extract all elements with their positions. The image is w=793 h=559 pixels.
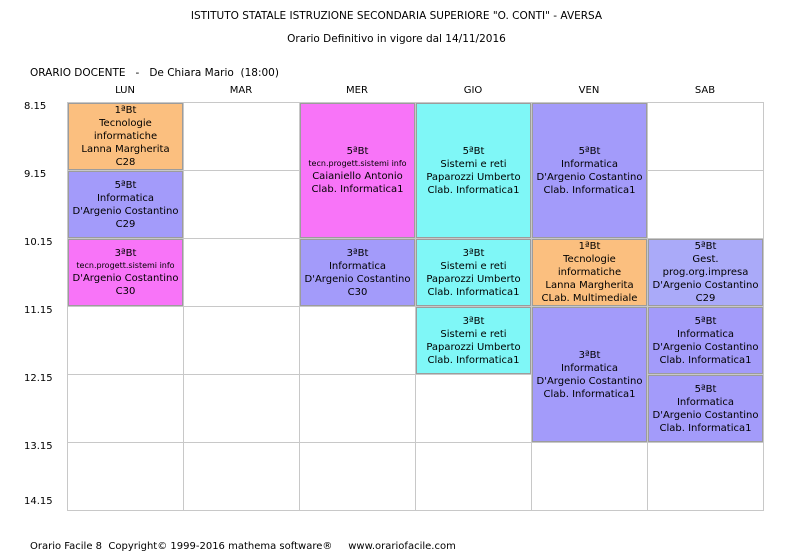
lesson-subject: Gest. prog.org.impresa <box>662 254 749 278</box>
lesson-subject: Sistemi e reti <box>440 158 507 170</box>
lesson-cell[interactable]: 5ªBt Informatica D'Argenio Costantino Clab.… <box>532 103 647 238</box>
lesson-teacher: Paparozzi Umberto <box>426 273 521 285</box>
lesson-cell[interactable]: 3ªBt tecn.progett.sistemi info D'Argenio C… <box>68 239 183 306</box>
grid-column-line <box>763 102 764 511</box>
lesson-room: C29 <box>115 218 136 230</box>
lesson-room: C29 <box>695 293 716 304</box>
time-label: 11.15 <box>24 305 53 316</box>
lesson-subject: Tecnologie informatiche <box>557 254 622 278</box>
teacher-heading: ORARIO DOCENTE - De Chiara Mario (18:00) <box>30 67 279 79</box>
lesson-class: 3ªBt <box>114 248 137 259</box>
lesson-subject: Sistemi e reti <box>440 328 507 340</box>
time-label: 14.15 <box>24 496 53 507</box>
lesson-teacher: Lanna Margherita <box>81 144 170 155</box>
lesson-room: Clab. Informatica1 <box>543 388 636 400</box>
lesson-subject: Sistemi e reti <box>440 260 507 272</box>
lesson-cell[interactable]: 1ªBt Tecnologie informatiche Lanna Margher… <box>68 103 183 170</box>
time-label: 10.15 <box>24 237 53 248</box>
lesson-class: 1ªBt <box>578 241 601 252</box>
lesson-subject: tecn.progett.sistemi info <box>76 261 175 270</box>
lesson-subject: Informatica <box>560 362 619 374</box>
lesson-class: 5ªBt <box>694 315 717 327</box>
lesson-teacher: Paparozzi Umberto <box>426 341 521 353</box>
lesson-subject: Informatica <box>560 158 619 170</box>
lesson-room: C30 <box>347 286 368 298</box>
lesson-class: 1ªBt <box>114 105 137 116</box>
time-label: 12.15 <box>24 373 53 384</box>
lesson-class: 5ªBt <box>578 145 601 157</box>
time-label: 9.15 <box>24 169 47 180</box>
time-label: 8.15 <box>24 101 47 112</box>
lesson-subject: Informatica <box>96 192 155 204</box>
lesson-class: 3ªBt <box>462 247 485 259</box>
schedule-validity: Orario Definitivo in vigore dal 14/11/20… <box>287 33 506 45</box>
lesson-teacher: Lanna Margherita <box>545 280 634 291</box>
lesson-cell[interactable]: 3ªBt Informatica D'Argenio Costantino Clab.… <box>532 307 647 442</box>
grid-column-line <box>183 102 184 511</box>
lesson-room: Clab. Informatica1 <box>427 354 520 366</box>
lesson-cell[interactable]: 3ªBt Sistemi e reti Paparozzi Umberto Clab.… <box>416 307 531 374</box>
lesson-subject: Informatica <box>676 328 735 340</box>
time-label: 13.15 <box>24 441 53 452</box>
grid-column-line <box>647 102 648 511</box>
lesson-cell[interactable]: 5ªBt Informatica D'Argenio Costantino Clab.… <box>648 307 763 374</box>
day-header-gio: GIO <box>463 85 483 96</box>
lesson-room: Clab. Informatica1 <box>659 422 752 434</box>
lesson-class: 5ªBt <box>694 241 717 252</box>
lesson-cell[interactable]: 5ªBt Informatica D'Argenio Costantino Clab.… <box>648 375 763 442</box>
lesson-teacher: Caianiello Antonio <box>312 171 403 182</box>
lesson-subject: Informatica <box>676 396 735 408</box>
lesson-class: 3ªBt <box>462 315 485 327</box>
lesson-room: Clab. Informatica1 <box>543 184 636 196</box>
lesson-room: C30 <box>115 286 136 297</box>
lesson-cell[interactable]: 5ªBt Gest. prog.org.impresa D'Argenio Cost… <box>648 239 763 306</box>
lesson-cell[interactable]: 3ªBt Sistemi e reti Paparozzi Umberto Clab.… <box>416 239 531 306</box>
lesson-cell[interactable]: 5ªBt Informatica D'Argenio Costantino C29 <box>68 171 183 238</box>
lesson-room: Clab. Informatica1 <box>659 354 752 366</box>
lesson-teacher: D'Argenio Costantino <box>72 273 179 284</box>
lesson-class: 3ªBt <box>346 247 369 259</box>
lesson-class: 5ªBt <box>462 145 485 157</box>
lesson-room: C28 <box>115 157 136 168</box>
lesson-class: 5ªBt <box>114 179 137 191</box>
grid-column-line <box>415 102 416 511</box>
lesson-subject: tecn.progett.sistemi info <box>308 159 407 168</box>
lesson-cell[interactable]: 5ªBt Sistemi e reti Paparozzi Umberto Clab.… <box>416 103 531 238</box>
school-title: ISTITUTO STATALE ISTRUZIONE SECONDARIA S… <box>190 10 603 22</box>
lesson-room: CLab. Multimediale <box>541 293 638 304</box>
lesson-class: 5ªBt <box>694 383 717 395</box>
day-header-ven: VEN <box>578 85 600 96</box>
lesson-subject: Tecnologie informatiche <box>93 118 158 142</box>
lesson-teacher: Paparozzi Umberto <box>426 171 521 183</box>
footer-copyright: Orario Facile 8 Copyright© 1999-2016 mat… <box>30 541 456 552</box>
lesson-room: Clab. Informatica1 <box>427 184 520 196</box>
lesson-teacher: D'Argenio Costantino <box>536 171 643 183</box>
lesson-teacher: D'Argenio Costantino <box>536 375 643 387</box>
lesson-teacher: D'Argenio Costantino <box>72 205 179 217</box>
lesson-teacher: D'Argenio Costantino <box>652 280 759 291</box>
lesson-teacher: D'Argenio Costantino <box>652 341 759 353</box>
lesson-teacher: D'Argenio Costantino <box>304 273 411 285</box>
day-header-sab: SAB <box>694 85 716 96</box>
lesson-room: Clab. Informatica1 <box>427 286 520 298</box>
day-header-mer: MER <box>346 85 368 96</box>
lesson-class: 3ªBt <box>578 349 601 361</box>
lesson-room: Clab. Informatica1 <box>311 184 404 195</box>
lesson-subject: Informatica <box>328 260 387 272</box>
grid-column-line <box>299 102 300 511</box>
lesson-cell[interactable]: 5ªBt tecn.progett.sistemi info Caianiello … <box>300 103 415 238</box>
lesson-teacher: D'Argenio Costantino <box>652 409 759 421</box>
lesson-class: 5ªBt <box>346 146 369 157</box>
grid-column-line <box>531 102 532 511</box>
grid-column-line <box>67 102 68 511</box>
lesson-cell[interactable]: 3ªBt Informatica D'Argenio Costantino C30 <box>300 239 415 306</box>
day-header-mar: MAR <box>229 85 253 96</box>
day-header-lun: LUN <box>115 85 135 96</box>
lesson-cell[interactable]: 1ªBt Tecnologie informatiche Lanna Margher… <box>532 239 647 306</box>
